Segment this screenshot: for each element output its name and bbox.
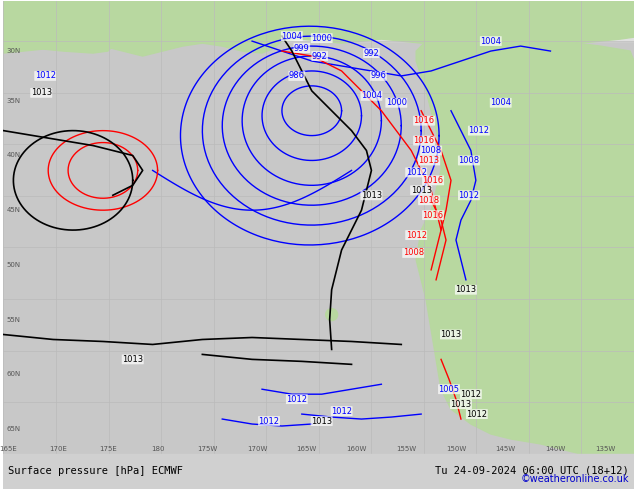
Text: 1012: 1012: [287, 394, 307, 404]
Text: 996: 996: [370, 72, 386, 80]
Text: 1004: 1004: [481, 37, 501, 46]
Text: ©weatheronline.co.uk: ©weatheronline.co.uk: [521, 474, 629, 484]
Text: 1012: 1012: [406, 168, 427, 177]
Text: 992: 992: [363, 49, 379, 57]
Text: 1013: 1013: [441, 330, 462, 339]
Text: 1012: 1012: [458, 191, 479, 200]
Text: 145W: 145W: [496, 446, 516, 452]
Text: 1013: 1013: [418, 156, 440, 165]
Text: 1008: 1008: [403, 248, 424, 257]
Text: 45N: 45N: [6, 207, 20, 213]
Text: 1008: 1008: [458, 156, 479, 165]
Text: 1012: 1012: [331, 407, 352, 416]
Polygon shape: [3, 1, 634, 56]
Text: 175W: 175W: [197, 446, 217, 452]
Text: 1016: 1016: [413, 136, 435, 145]
Text: 1004: 1004: [281, 32, 302, 41]
Text: 160W: 160W: [346, 446, 366, 452]
Text: 1008: 1008: [420, 146, 442, 155]
Text: 1000: 1000: [311, 34, 332, 43]
Text: 140W: 140W: [545, 446, 566, 452]
Text: 35N: 35N: [6, 98, 20, 104]
Text: 1012: 1012: [35, 72, 56, 80]
Text: 1013: 1013: [30, 88, 52, 98]
Text: 1016: 1016: [422, 211, 444, 220]
Text: 175E: 175E: [99, 446, 117, 452]
Text: 55N: 55N: [6, 317, 20, 322]
Text: 1012: 1012: [469, 126, 489, 135]
Text: 986: 986: [289, 72, 305, 80]
Bar: [3, 41, 634, 454]
Text: 1016: 1016: [422, 176, 444, 185]
Text: 1016: 1016: [413, 116, 435, 125]
Text: 1018: 1018: [418, 196, 440, 205]
Text: 135W: 135W: [595, 446, 615, 452]
Text: 1013: 1013: [450, 400, 472, 409]
Text: 1004: 1004: [361, 91, 382, 100]
Text: 1004: 1004: [490, 98, 511, 107]
Text: 50N: 50N: [6, 262, 20, 268]
Text: 1012: 1012: [259, 416, 280, 425]
Text: 60N: 60N: [6, 371, 21, 377]
Polygon shape: [3, 31, 113, 53]
Bar: [3, 454, 634, 489]
Circle shape: [326, 309, 338, 320]
Text: 1000: 1000: [386, 98, 407, 107]
Text: 30N: 30N: [6, 48, 21, 54]
Text: 65N: 65N: [6, 426, 20, 432]
Text: 180: 180: [151, 446, 164, 452]
Text: 40N: 40N: [6, 152, 20, 158]
Bar: [3, 1, 634, 41]
Text: 165E: 165E: [0, 446, 17, 452]
Text: 1005: 1005: [439, 385, 460, 393]
Text: Surface pressure [hPa] ECMWF: Surface pressure [hPa] ECMWF: [8, 466, 183, 476]
Text: 1013: 1013: [122, 355, 143, 364]
Text: 150W: 150W: [446, 446, 466, 452]
Text: 170E: 170E: [49, 446, 67, 452]
Polygon shape: [416, 31, 634, 454]
Text: 999: 999: [294, 44, 309, 52]
Text: 155W: 155W: [396, 446, 417, 452]
Text: 1013: 1013: [411, 186, 432, 195]
Text: 170W: 170W: [247, 446, 268, 452]
Text: 165W: 165W: [297, 446, 317, 452]
Text: 1013: 1013: [455, 285, 477, 294]
Text: 1013: 1013: [311, 416, 332, 425]
Text: 992: 992: [312, 51, 328, 61]
Text: Tu 24-09-2024 06:00 UTC (18+12): Tu 24-09-2024 06:00 UTC (18+12): [436, 466, 629, 476]
Text: 1012: 1012: [460, 390, 481, 399]
Text: 1012: 1012: [467, 410, 488, 418]
Text: 1012: 1012: [406, 231, 427, 240]
Text: 1013: 1013: [361, 191, 382, 200]
